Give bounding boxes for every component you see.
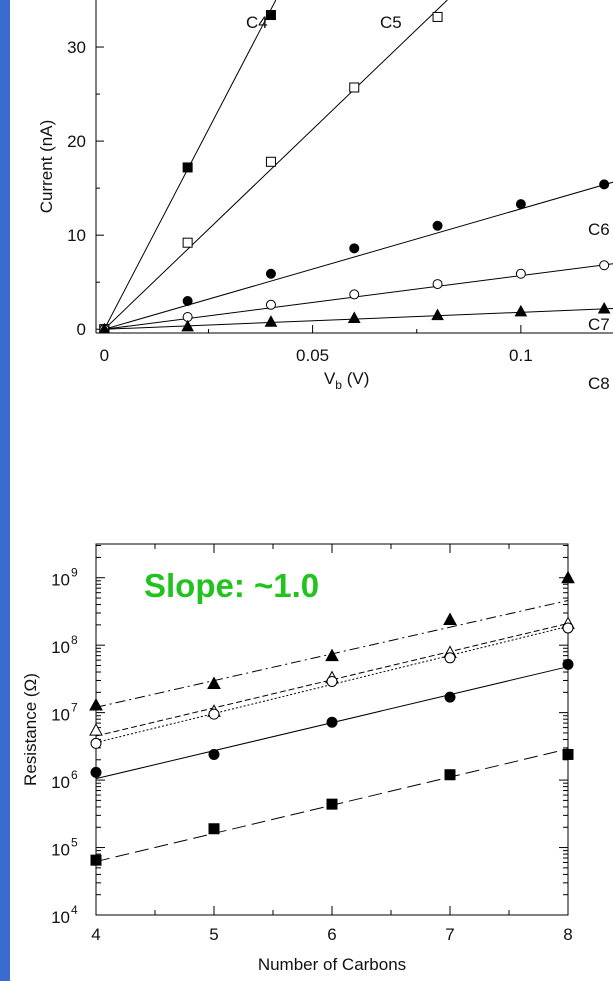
- chart-b-series-open-circle: [90, 622, 574, 749]
- chart-b-data-point: [208, 748, 220, 760]
- figure-canvas: 0 10 20 30 0 0.05 0.1 Vb (V) Current (nA) C4 C5 C6 C…: [21, 0, 613, 974]
- figure-panel: 0 10 20 30 0 0.05 0.1 Vb (V) Current (nA) C4 C5 C6 C…: [10, 0, 613, 981]
- chart-b-data-point: [325, 648, 339, 662]
- chart-b-data-point: [89, 723, 103, 736]
- chart-a-series-label: C8: [588, 374, 610, 393]
- chart-a-data-point: [182, 296, 193, 307]
- chart-b-y-tick-label: 10: [51, 841, 70, 860]
- chart-a-data-point: [514, 304, 528, 317]
- chart-a-data-point: [349, 289, 360, 300]
- chart-a-data-point: [597, 302, 611, 314]
- chart-a-data-point: [98, 322, 110, 333]
- chart-b-data-point: [326, 798, 338, 810]
- chart-a-data-point: [515, 199, 526, 210]
- chart-b-series-filled-circle: [90, 658, 574, 780]
- chart-b-data-point: [326, 716, 338, 728]
- chart-b-x-tick-label: 5: [209, 925, 218, 944]
- chart-a-data-point: [182, 237, 193, 248]
- chart-b-y-tick-label: 10: [51, 571, 70, 590]
- chart-a-data-point: [264, 315, 278, 327]
- chart-a-data-point: [431, 308, 444, 321]
- chart-b-data-point: [562, 748, 574, 760]
- chart-a-data-point: [182, 162, 193, 173]
- chart-a-y-tick-label: 10: [67, 226, 86, 245]
- chart-a-data-point: [432, 11, 443, 22]
- chart-a-data-point: [599, 260, 610, 271]
- chart-a-series-C5: [99, 0, 448, 333]
- chart-b-x-tick-label: 4: [91, 925, 100, 944]
- slope-annotation: Slope: ~1.0: [144, 567, 319, 604]
- chart-b-x-axis-label: Number of Carbons: [258, 955, 406, 974]
- chart-b-data-point: [90, 737, 102, 749]
- chart-a-x-tick-label: 0: [100, 346, 109, 365]
- chart-b-y-tick-exponent: 7: [71, 701, 78, 715]
- chart-b-series-filled-triangle: [89, 570, 575, 711]
- chart-b-data-point: [208, 823, 220, 835]
- chart-a-series-C4: [99, 0, 277, 333]
- chart-a-y-tick-label: 20: [67, 132, 86, 151]
- chart-a-data-point: [265, 10, 276, 21]
- chart-b-data-point: [562, 658, 574, 670]
- chart-b-data-point: [444, 652, 456, 664]
- chart-b-x-tick-label: 7: [445, 925, 454, 944]
- chart-b-y-tick-label: 10: [51, 908, 70, 927]
- chart-b-data-point: [562, 622, 574, 634]
- chart-a-data-point: [515, 268, 526, 279]
- chart-a-data-point: [432, 220, 443, 231]
- chart-a-data-point: [265, 299, 276, 310]
- chart-b-y-tick-label: 10: [51, 773, 70, 792]
- chart-a-series-label: C5: [380, 13, 402, 32]
- chart-a: 0 10 20 30 0 0.05 0.1 Vb (V) Current (nA) C4 C5 C6 C…: [37, 0, 613, 393]
- chart-b-data-point: [444, 691, 456, 703]
- chart-b-y-tick-exponent: 9: [71, 566, 78, 580]
- chart-b-data-point: [444, 769, 456, 781]
- chart-a-y-tick-label: 0: [77, 320, 86, 339]
- chart-b-data-point: [443, 612, 457, 626]
- chart-b-y-tick-exponent: 6: [71, 768, 78, 782]
- chart-b-y-tick-exponent: 8: [71, 633, 78, 647]
- chart-b-x-tick-label: 6: [327, 925, 336, 944]
- chart-b-data-point: [208, 708, 220, 720]
- chart-b-fit-line: [95, 625, 569, 744]
- chart-a-fit-line: [104, 181, 613, 330]
- chart-a-series-C6: [99, 179, 613, 333]
- chart-b-y-tick-exponent: 4: [71, 903, 78, 917]
- chart-b-y-tick-exponent: 5: [71, 836, 78, 850]
- chart-a-data-point: [265, 156, 276, 167]
- chart-a-data-point: [347, 311, 361, 323]
- chart-b-data-point: [561, 570, 575, 584]
- chart-a-x-tick-label: 0.1: [509, 346, 533, 365]
- chart-b-data-point: [89, 697, 103, 711]
- chart-a-series-label: C4: [246, 13, 268, 32]
- chart-a-fit-line: [104, 308, 613, 330]
- chart-a-data-point: [265, 268, 276, 279]
- chart-a-x-axis-label: Vb (V): [324, 369, 369, 392]
- chart-b-data-point: [90, 766, 102, 778]
- chart-a-series-C8: [98, 302, 613, 333]
- chart-a-data-point: [432, 279, 443, 290]
- chart-a-y-axis-label: Current (nA): [37, 120, 56, 214]
- chart-a-data-point: [349, 82, 360, 93]
- chart-a-y-tick-label: 30: [67, 38, 86, 57]
- chart-a-series-label: C7: [588, 315, 610, 334]
- chart-b-y-tick-label: 10: [51, 638, 70, 657]
- chart-b-y-tick-label: 10: [51, 706, 70, 725]
- chart-a-data-point: [181, 319, 194, 332]
- chart-b-y-axis-label: Resistance (Ω): [21, 673, 40, 786]
- chart-a-data-point: [349, 243, 360, 254]
- chart-a-series-label: C6: [588, 220, 610, 239]
- chart-b-x-tick-label: 8: [563, 925, 572, 944]
- chart-a-data-point: [599, 179, 610, 190]
- chart-a-x-tick-label: 0.05: [296, 346, 329, 365]
- chart-b-data-point: [90, 854, 102, 866]
- chart-b-data-point: [326, 675, 338, 687]
- chart-b-series-filled-square: [90, 748, 574, 866]
- chart-b-data-point: [207, 676, 221, 690]
